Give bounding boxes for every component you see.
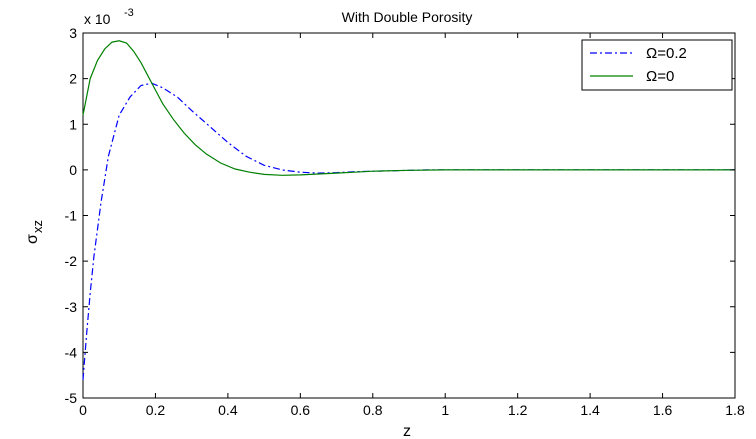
y-tick-label: -3 (65, 299, 78, 315)
y-tick-label: -2 (65, 253, 78, 269)
series-line-1 (82, 40, 735, 176)
y-axis-label: σ xz (24, 220, 45, 244)
chart-title: With Double Porosity (342, 9, 473, 25)
x-tick-label: 1.2 (508, 402, 528, 418)
x-tick-label: 1 (441, 402, 449, 418)
axis-ticks: 0 0.2 0.4 0.6 0.8 1 1.2 1.4 1.6 1.8 -5 -4 -3 -2 -1 0 1 2 3 (65, 25, 745, 418)
y-multiplier-base: x 10 (84, 11, 111, 27)
y-multiplier-exponent: -3 (124, 7, 134, 19)
y-tick-label: 1 (69, 116, 77, 132)
x-tick-label: 1.8 (725, 402, 745, 418)
y-tick-label: 2 (69, 71, 77, 87)
y-axis-label-sub: xz (30, 220, 45, 233)
y-tick-label: -1 (65, 208, 78, 224)
x-tick-label: 0.4 (218, 402, 238, 418)
series-line-0 (82, 82, 735, 380)
y-tick-label: -5 (65, 390, 78, 406)
y-axis-label-main: σ (24, 234, 41, 244)
y-tick-label: -4 (65, 344, 78, 360)
legend: Ω=0.2 Ω=0 (581, 39, 733, 91)
x-axis-label: z (403, 423, 411, 439)
x-tick-label: 0.2 (146, 402, 166, 418)
x-tick-label: 1.4 (580, 402, 600, 418)
y-tick-label: 0 (69, 162, 77, 178)
x-tick-label: 0.8 (363, 402, 383, 418)
legend-label-omega-0: Ω=0 (646, 68, 674, 85)
series-layer (82, 40, 735, 380)
y-multiplier: x 10 -3 (84, 7, 134, 27)
legend-label-omega-0.2: Ω=0.2 (646, 45, 687, 62)
x-tick-label: 1.6 (653, 402, 673, 418)
y-tick-label: 3 (69, 25, 77, 41)
x-tick-label: 0.6 (291, 402, 311, 418)
x-tick-label: 0 (79, 402, 87, 418)
legend-box (581, 39, 733, 91)
